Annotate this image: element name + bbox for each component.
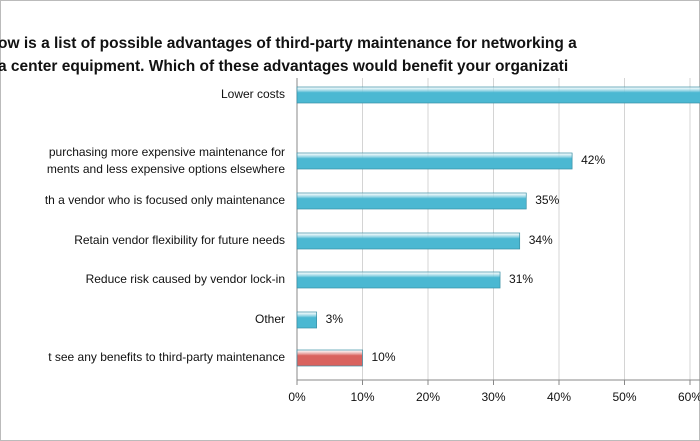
category-label: Retain vendor flexibility for future nee… [74,233,285,247]
value-label: 3% [326,312,344,326]
bar [296,152,573,170]
x-tick-label: 40% [547,390,571,404]
category-label: Reduce risk caused by vendor lock-in [86,272,285,286]
chart-title-line: a center equipment. Which of these advan… [0,58,568,75]
category-label: Other [255,312,285,326]
bar [296,349,363,367]
category-label: Lower costs [221,87,285,101]
chart-title-line: ow is a list of possible advantages of t… [0,35,577,52]
x-tick-label: 20% [416,390,440,404]
bar [296,311,317,329]
value-label: 34% [529,233,553,247]
bar [296,232,521,250]
x-tick-label: 50% [612,390,636,404]
value-label: 35% [535,193,559,207]
bar [296,86,700,104]
value-label: 10% [372,350,396,364]
bar [296,271,501,289]
x-tick-label: 60% [678,390,700,404]
category-label: purchasing more expensive maintenance fo… [49,145,285,159]
category-label: ments and less expensive options elsewhe… [47,162,285,176]
bar [296,192,527,210]
x-tick-label: 0% [288,390,306,404]
value-label: 42% [581,153,605,167]
x-tick-label: 10% [350,390,374,404]
category-label: th a vendor who is focused only maintena… [45,193,285,207]
category-label: t see any benefits to third-party mainte… [48,350,285,364]
x-tick-label: 30% [481,390,505,404]
value-label: 31% [509,272,533,286]
